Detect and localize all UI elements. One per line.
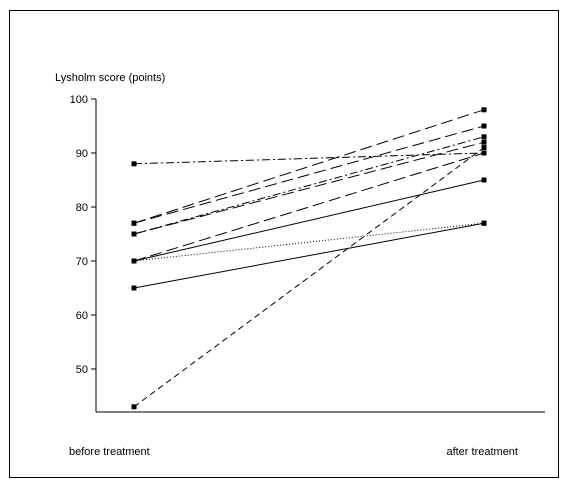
series-1 <box>131 150 487 167</box>
y-tick-label: 60 <box>76 310 88 322</box>
series-line <box>133 136 485 235</box>
data-point <box>481 139 487 145</box>
series-line <box>133 179 485 262</box>
series-line <box>133 109 485 224</box>
y-axis-label: Lysholm score (points) <box>55 72 165 84</box>
data-point <box>131 231 137 237</box>
series-line <box>133 125 485 224</box>
series-2 <box>131 107 487 226</box>
data-point <box>481 107 487 113</box>
series-line <box>133 141 485 235</box>
data-point <box>481 150 487 156</box>
series-3 <box>131 123 487 226</box>
axes <box>95 99 545 413</box>
y-ticks: 50 60 70 80 90 100 <box>70 94 96 376</box>
series-5 <box>131 139 487 237</box>
series-line <box>133 147 485 408</box>
series-line <box>133 222 485 289</box>
data-point <box>131 404 137 410</box>
data-point <box>131 285 137 291</box>
data-point <box>131 220 137 226</box>
data-point <box>481 145 487 151</box>
series-10 <box>131 145 487 410</box>
series-9 <box>131 220 487 291</box>
series-line <box>133 152 485 165</box>
data-point <box>131 161 137 167</box>
x-category-labels: before treatment after treatment <box>69 446 518 458</box>
x-category-label: after treatment <box>446 446 518 458</box>
y-tick-label: 80 <box>76 202 88 214</box>
data-point <box>481 134 487 140</box>
x-category-label: before treatment <box>69 446 150 458</box>
data-point <box>481 220 487 226</box>
data-point <box>481 123 487 129</box>
y-tick-label: 100 <box>70 94 88 106</box>
y-tick-label: 90 <box>76 148 88 160</box>
series-group <box>131 107 487 410</box>
series-line <box>133 152 485 262</box>
data-point <box>481 177 487 183</box>
data-point <box>131 258 137 264</box>
y-tick-label: 50 <box>76 364 88 376</box>
series-8 <box>131 220 487 264</box>
y-tick-label: 70 <box>76 256 88 268</box>
chart-frame <box>9 10 559 478</box>
